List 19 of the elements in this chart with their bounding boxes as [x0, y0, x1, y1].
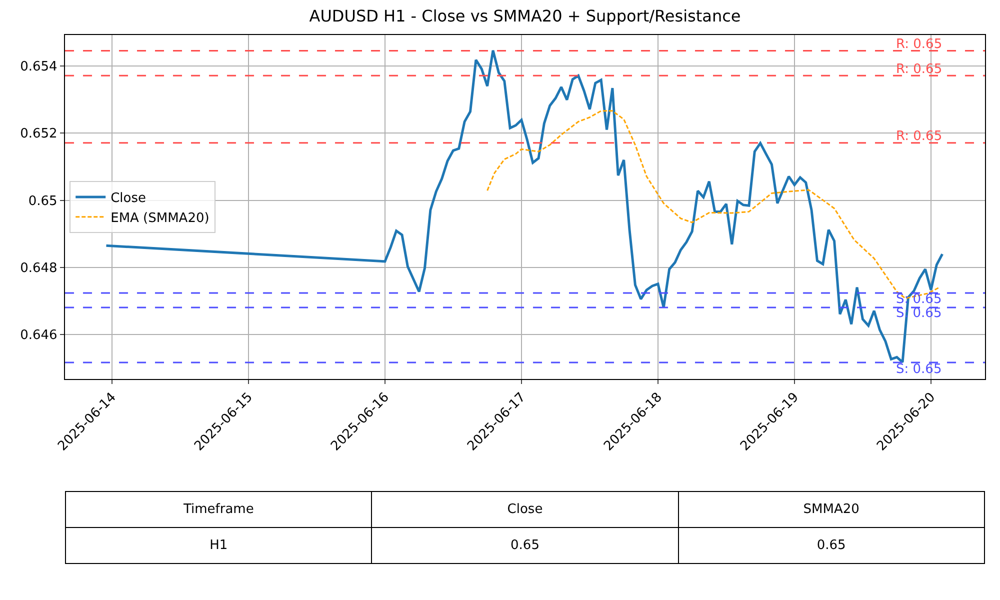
- y-tick-label: 0.646: [20, 328, 58, 344]
- legend-label: EMA (SMMA20): [110, 210, 210, 226]
- text: Timeframe: [66, 492, 372, 528]
- ref-line-label: R: 0.65: [896, 62, 942, 77]
- text: 0.65: [678, 528, 984, 564]
- ref-line-label: S: 0.65: [896, 362, 942, 377]
- text: Close: [372, 492, 678, 528]
- y-tick-label: 0.654: [20, 59, 58, 74]
- text: SMMA20: [678, 492, 984, 528]
- chart-title: AUDUSD H1 - Close vs SMMA20 + Support/Resistance: [309, 6, 741, 26]
- ref-line-label: R: 0.65: [896, 37, 942, 52]
- y-tick-label: 0.648: [20, 261, 58, 276]
- y-tick-label: 0.652: [20, 126, 58, 142]
- ref-line-label: R: 0.65: [896, 129, 942, 144]
- text: 0.65: [372, 528, 678, 564]
- legend-label: Close: [110, 191, 146, 206]
- text: H1: [66, 528, 372, 564]
- line-series: [104, 49, 944, 364]
- y-tick-label: 0.65: [28, 194, 58, 209]
